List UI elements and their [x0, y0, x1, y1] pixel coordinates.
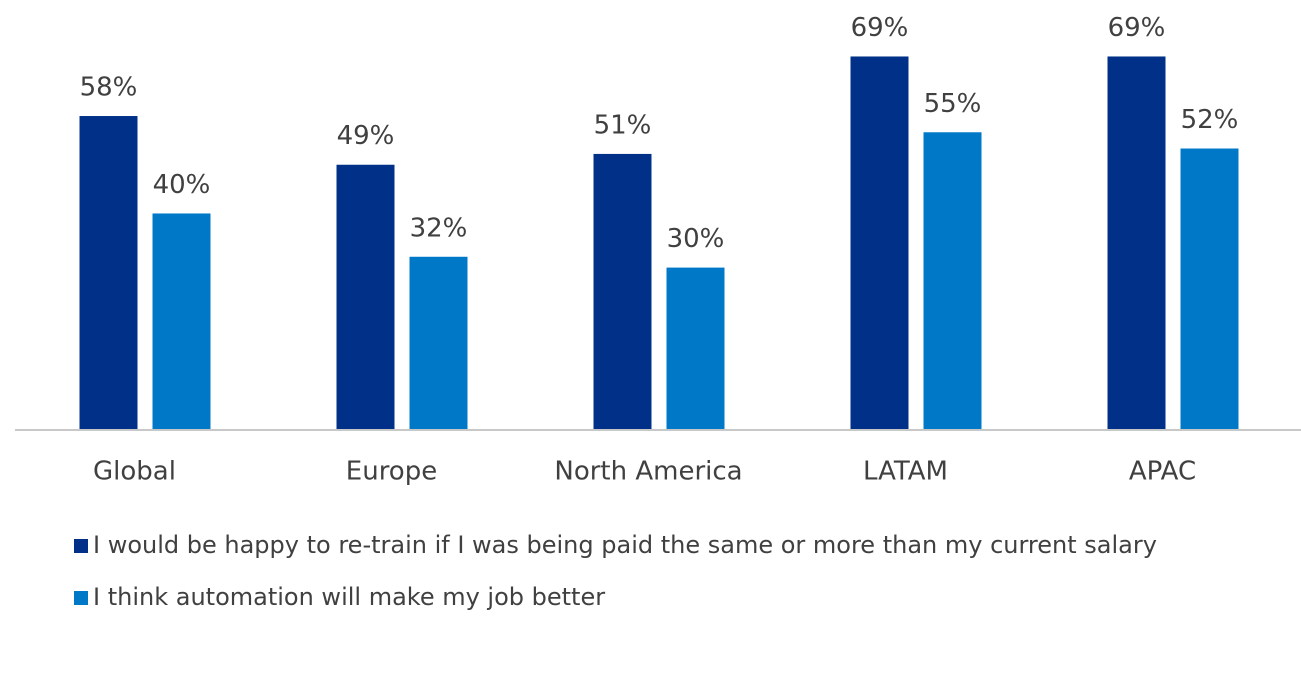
- legend-label: I think automation will make my job bett…: [93, 583, 605, 611]
- x-tick-label: LATAM: [863, 457, 948, 487]
- value-label: 49%: [337, 121, 395, 151]
- bar: [923, 132, 982, 430]
- bar: [79, 116, 138, 430]
- bar: [1107, 56, 1166, 430]
- bar: [666, 267, 725, 430]
- value-label: 55%: [924, 89, 982, 119]
- x-tick-label: North America: [554, 457, 742, 487]
- legend-swatch: [74, 539, 88, 553]
- value-label: 51%: [594, 110, 652, 140]
- bar: [593, 153, 652, 431]
- value-label: 40%: [153, 170, 211, 200]
- value-label: 32%: [410, 213, 468, 243]
- value-label: 52%: [1181, 105, 1239, 135]
- x-tick-label: Global: [93, 457, 176, 487]
- value-label: 30%: [667, 224, 725, 254]
- value-label: 58%: [80, 73, 138, 103]
- bar: [152, 213, 211, 430]
- bar: [850, 56, 909, 430]
- value-label: 69%: [1108, 13, 1166, 43]
- bar: [336, 164, 395, 430]
- legend-swatch: [74, 591, 88, 605]
- x-tick-label: APAC: [1129, 457, 1196, 487]
- x-tick-label: Europe: [346, 457, 437, 487]
- bar: [409, 256, 468, 430]
- value-label: 69%: [851, 13, 909, 43]
- legend-label: I would be happy to re-train if I was be…: [93, 531, 1157, 559]
- bar: [1180, 148, 1239, 431]
